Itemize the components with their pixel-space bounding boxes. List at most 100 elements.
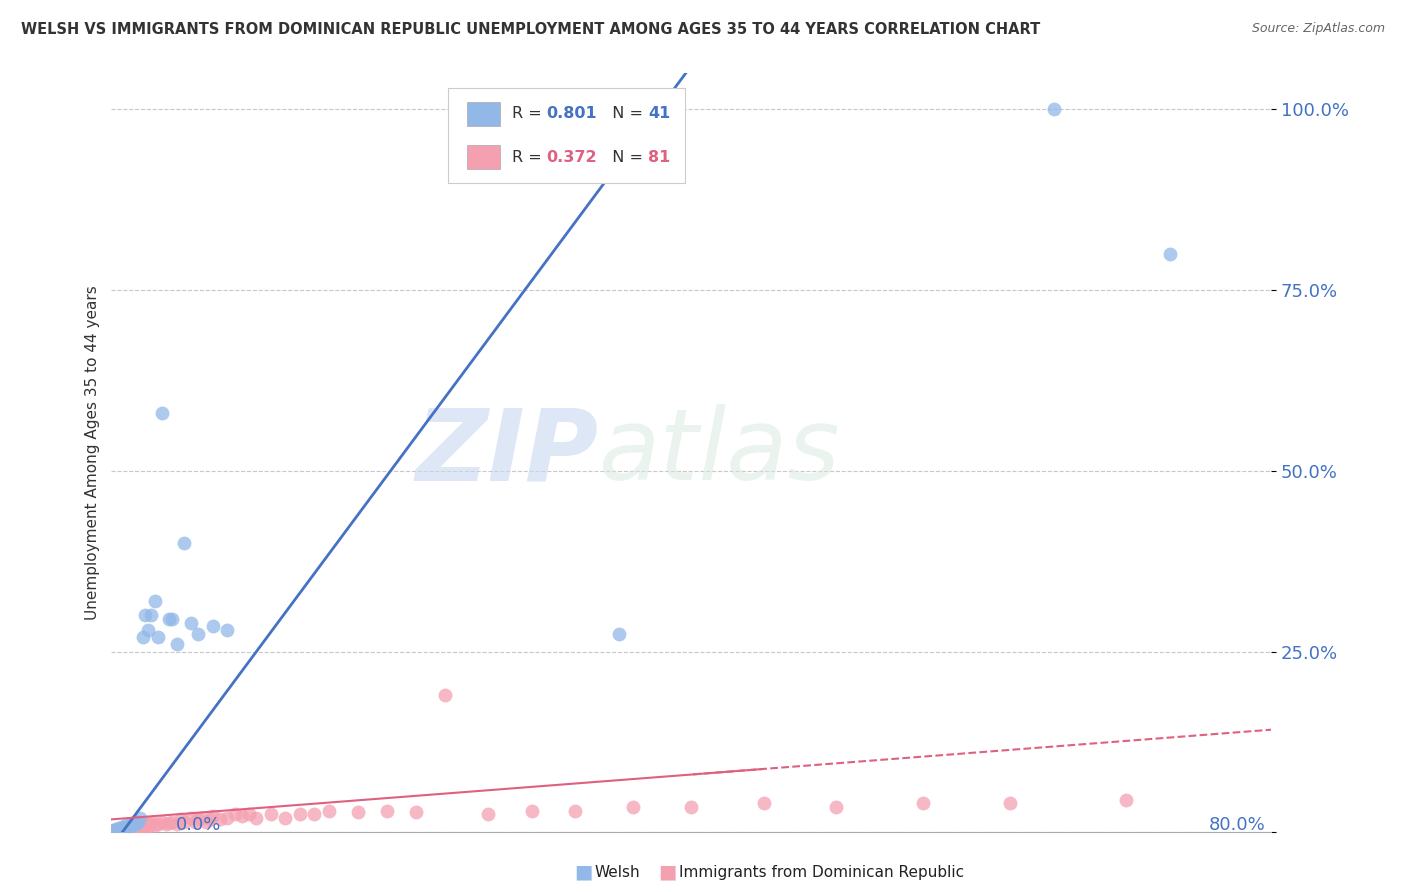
Point [190,811,212,825]
Point [201,809,224,823]
Point [621,800,644,814]
Point [132,630,155,644]
Point [108,823,131,838]
Point [103,823,125,838]
Point [127,814,149,829]
Point [180,615,202,630]
Point [136,816,159,830]
Point [201,619,224,633]
Point [117,821,139,835]
Point [120,819,142,833]
Point [217,811,239,825]
Point [122,816,145,830]
Point [105,822,128,837]
Point [141,814,163,829]
Text: WELSH VS IMMIGRANTS FROM DOMINICAN REPUBLIC UNEMPLOYMENT AMONG AGES 35 TO 44 YEA: WELSH VS IMMIGRANTS FROM DOMINICAN REPUB… [21,22,1040,37]
Point [121,822,143,836]
Point [117,823,139,838]
Text: atlas: atlas [599,404,841,501]
FancyBboxPatch shape [447,88,686,183]
Point [274,811,297,825]
Point [121,818,143,832]
Point [128,821,150,835]
Point [115,822,138,837]
FancyBboxPatch shape [467,145,501,169]
Point [477,807,499,822]
Point [118,822,141,837]
Point [260,807,283,822]
Point [124,814,146,829]
Point [146,630,169,644]
Point [134,608,156,623]
Text: 80.0%: 80.0% [1209,816,1265,834]
Point [1115,793,1137,807]
Text: 0.372: 0.372 [547,150,598,165]
Point [998,797,1021,811]
Point [217,623,239,637]
Text: R =: R = [512,106,547,121]
Point [136,820,159,834]
Point [104,824,127,838]
Point [107,822,129,837]
Point [125,822,148,836]
Point [110,821,132,835]
Point [107,821,129,835]
Point [114,821,136,835]
Point [111,822,134,837]
Point [125,816,148,830]
Point [146,816,169,830]
Point [111,823,134,838]
Point [110,822,132,837]
Point [238,807,260,822]
Text: 41: 41 [648,106,671,121]
Point [111,821,134,835]
Point [115,821,138,835]
Point [115,818,138,832]
Point [564,804,586,818]
Point [124,821,146,835]
Point [752,797,775,811]
Point [131,820,153,834]
Point [288,807,311,822]
Text: N =: N = [602,150,648,165]
Point [129,811,152,825]
Point [912,797,935,811]
Point [136,623,159,637]
Text: Source: ZipAtlas.com: Source: ZipAtlas.com [1251,22,1385,36]
Point [1042,102,1064,116]
Point [117,821,139,835]
Point [198,813,221,827]
Point [121,818,143,832]
Text: 81: 81 [648,150,671,165]
Text: Welsh: Welsh [595,865,640,880]
Point [110,823,132,838]
Point [224,807,246,822]
Text: N =: N = [602,106,648,121]
Point [122,822,145,837]
Y-axis label: Unemployment Among Ages 35 to 44 years: Unemployment Among Ages 35 to 44 years [86,285,100,620]
Point [304,807,326,822]
Point [134,818,156,832]
Text: 0.801: 0.801 [547,106,598,121]
FancyBboxPatch shape [467,102,501,126]
Point [143,818,166,832]
Point [187,626,209,640]
Point [166,816,188,830]
Point [520,804,543,818]
Point [194,814,217,829]
Point [150,406,173,420]
Point [118,820,141,834]
Point [103,823,125,838]
Text: ■: ■ [658,863,678,882]
Point [607,626,630,640]
Point [114,823,136,838]
Point [138,818,160,832]
Point [150,814,173,829]
Text: 0.0%: 0.0% [176,816,221,834]
Point [681,800,703,814]
Point [124,818,146,832]
Point [114,822,136,836]
Point [104,822,127,836]
Point [173,536,195,550]
Point [120,818,142,832]
